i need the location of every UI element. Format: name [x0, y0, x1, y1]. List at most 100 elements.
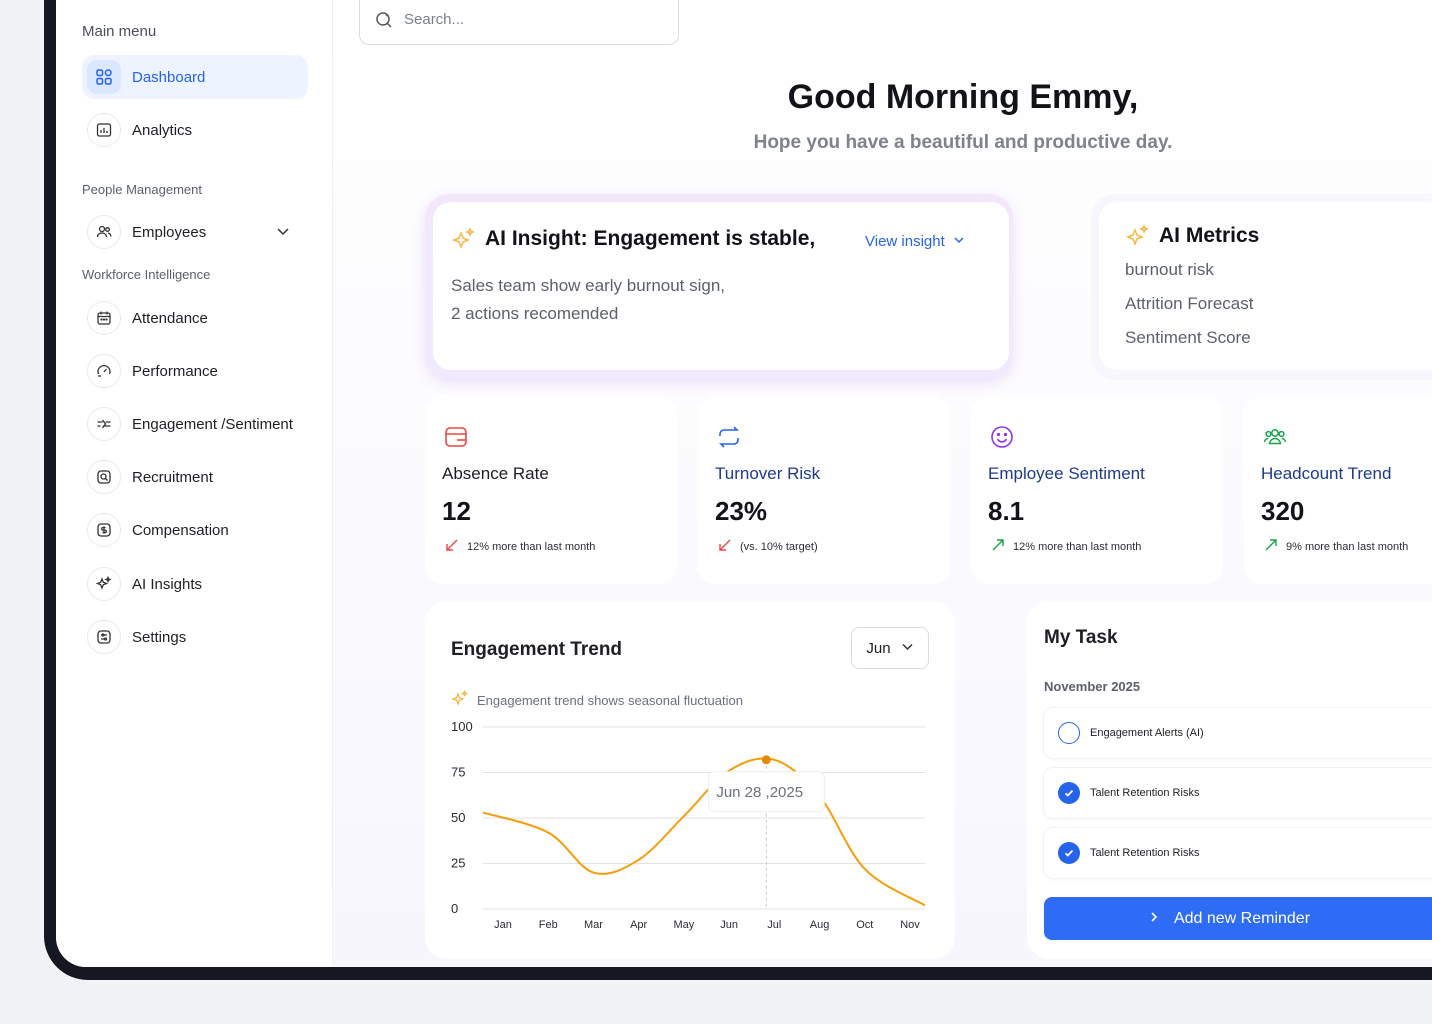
chevron-down-icon: [953, 233, 965, 250]
my-task-title: My Task: [1044, 627, 1118, 648]
stat-value: 12: [442, 496, 471, 526]
tooltip-text: Jun 28 ,2025: [716, 784, 803, 801]
x-tick-label: Jul: [767, 919, 781, 931]
x-tick-label: Aug: [810, 919, 830, 931]
stat-card-turnover: Turnover Risk 23% (vs. 10% target): [698, 396, 950, 584]
x-tick-label: Mar: [584, 919, 603, 931]
recruit-icon: [87, 460, 121, 494]
x-tick-label: Feb: [539, 919, 558, 931]
ai-insight-line: Sales team show early burnout sign,: [451, 276, 726, 295]
sidebar-item-compensation[interactable]: Compensation: [82, 508, 308, 552]
main-menu-heading: Main menu: [82, 23, 157, 40]
smile-icon: [989, 424, 1015, 455]
month-select[interactable]: Jun: [851, 627, 929, 669]
sidebar-item-performance[interactable]: Performance: [82, 349, 308, 393]
sidebar-item-dashboard[interactable]: Dashboard: [82, 55, 308, 99]
trend-note: Engagement trend shows seasonal fluctuat…: [451, 689, 743, 711]
chevron-down-icon: [901, 640, 914, 657]
my-task-date: November 2025: [1044, 679, 1141, 694]
sidebar-item-ai-insights[interactable]: AI Insights: [82, 562, 308, 606]
sidebar-item-label: Attendance: [132, 309, 208, 327]
sentiment-icon: [87, 407, 121, 441]
ai-metrics-body: AI Metrics burnout risk Attrition Foreca…: [1099, 202, 1432, 370]
engagement-series-line: [482, 757, 926, 907]
sidebar-item-label: Compensation: [132, 521, 229, 539]
add-reminder-button[interactable]: Add new Reminder: [1044, 897, 1432, 940]
absence-icon: [443, 424, 469, 455]
ai-insight-text: Sales team show early burnout sign, 2 ac…: [451, 272, 725, 328]
ai-metrics-title: AI Metrics: [1159, 224, 1260, 247]
tooltip-box: [707, 771, 825, 813]
task-item[interactable]: Talent Retention Risks: [1043, 827, 1432, 879]
ai-insight-title: AI Insight: Engagement is stable,: [485, 227, 816, 250]
sidebar-item-label: Recruitment: [132, 468, 213, 486]
sidebar-item-settings[interactable]: Settings: [82, 615, 308, 659]
app-screen: Main menu Dashboard Analytics People Man…: [56, 0, 1432, 967]
workforce-intelligence-heading: Workforce Intelligence: [82, 267, 211, 282]
engagement-line-chart: 100 75 50 25 0 Jan Feb Mar Apr May Jun Jul Aug Oct No…: [451, 719, 926, 931]
x-tick-label: Nov: [900, 919, 920, 931]
add-reminder-label: Add new Reminder: [1173, 909, 1311, 927]
arrow-down-left-icon: [718, 538, 732, 555]
ai-insight-card: AI Insight: Engagement is stable, View i…: [425, 194, 1013, 378]
stat-label: Absence Rate: [442, 464, 549, 483]
metric-sentiment-score: Sentiment Score: [1125, 328, 1251, 347]
view-insight-label: View insight: [865, 233, 945, 250]
task-item[interactable]: Talent Retention Risks: [1043, 767, 1432, 819]
task-checkbox[interactable]: [1058, 782, 1080, 804]
stat-delta-text: (vs. 10% target): [740, 540, 818, 553]
x-tick-label: Jan: [494, 919, 512, 931]
trend-note-text: Engagement trend shows seasonal fluctuat…: [477, 693, 743, 708]
stat-delta-text: 12% more than last month: [467, 540, 596, 553]
repeat-icon: [716, 424, 742, 455]
search-bar[interactable]: [359, 0, 679, 45]
chart-tooltip: Jun 28 ,2025: [707, 771, 825, 813]
stat-delta-text: 9% more than last month: [1286, 540, 1409, 553]
sidebar-item-label: Settings: [132, 628, 187, 646]
task-item[interactable]: Engagement Alerts (AI): [1043, 707, 1432, 759]
sidebar-item-attendance[interactable]: Attendance: [82, 296, 308, 340]
month-select-value: Jun: [866, 639, 891, 657]
task-label: Talent Retention Risks: [1090, 787, 1200, 799]
stat-delta-text: 12% more than last month: [1013, 540, 1142, 553]
sidebar-item-analytics[interactable]: Analytics: [82, 108, 308, 152]
task-label: Talent Retention Risks: [1090, 847, 1200, 859]
sidebar-item-employees[interactable]: Employees: [82, 210, 308, 254]
arrow-down-left-icon: [445, 538, 459, 555]
sidebar-item-recruitment[interactable]: Recruitment: [82, 455, 308, 499]
task-checkbox[interactable]: [1058, 842, 1080, 864]
people-management-heading: People Management: [82, 182, 202, 197]
sidebar-item-label: AI Insights: [132, 575, 203, 593]
search-icon: [374, 10, 394, 30]
y-axis-labels: 100 75 50 25 0: [451, 719, 473, 916]
greeting-subtitle: Hope you have a beautiful and productive…: [753, 132, 1173, 153]
y-tick-label: 50: [451, 810, 465, 825]
check-icon: [1064, 849, 1074, 857]
calendar-icon: [87, 301, 121, 335]
stat-value: 8.1: [988, 496, 1025, 526]
metric-attrition-forecast: Attrition Forecast: [1125, 294, 1254, 313]
x-tick-label: May: [673, 919, 694, 931]
my-task-card: My Task November 2025 Engagement Alerts …: [1027, 601, 1432, 959]
sparkle-icon: [451, 227, 477, 258]
sidebar-item-label: Analytics: [132, 121, 193, 139]
search-input[interactable]: [404, 11, 654, 28]
view-insight-link[interactable]: View insight: [865, 233, 965, 250]
task-label: Engagement Alerts (AI): [1090, 727, 1204, 739]
gauge-icon: [87, 354, 121, 388]
stat-label: Turnover Risk: [715, 464, 821, 483]
task-checkbox[interactable]: [1058, 722, 1080, 744]
chevron-down-icon[interactable]: [276, 224, 290, 243]
ai-metrics-card: AI Metrics burnout risk Attrition Foreca…: [1091, 194, 1432, 380]
check-icon: [1064, 789, 1074, 797]
highlight-point[interactable]: [761, 755, 771, 765]
sidebar-item-label: Dashboard: [132, 68, 206, 86]
sidebar-item-label: Performance: [132, 362, 218, 380]
sidebar-item-engagement[interactable]: Engagement /Sentiment: [82, 402, 308, 446]
greeting-title: Good Morning Emmy,: [787, 78, 1139, 116]
engagement-trend-card: Engagement Trend Jun Engagement trend sh…: [425, 601, 955, 959]
sparkle-icon: [87, 567, 121, 601]
sparkle-icon: [451, 689, 469, 711]
settings-icon: [87, 620, 121, 654]
engagement-trend-title: Engagement Trend: [451, 639, 623, 660]
